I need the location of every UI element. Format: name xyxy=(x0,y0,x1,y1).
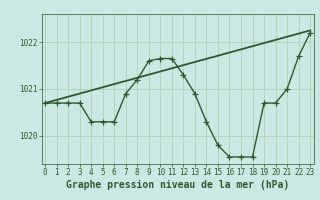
X-axis label: Graphe pression niveau de la mer (hPa): Graphe pression niveau de la mer (hPa) xyxy=(66,180,289,190)
